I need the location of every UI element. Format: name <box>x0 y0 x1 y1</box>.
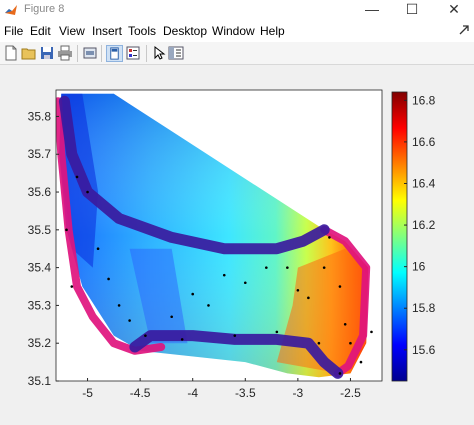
x-tick-label: -5 <box>82 386 93 400</box>
menu-edit[interactable]: Edit <box>30 24 51 38</box>
toolbar <box>0 42 474 65</box>
station-point <box>370 330 373 334</box>
station-point <box>75 175 79 179</box>
figure-canvas: -5 -4.5 -4 -3.5 -3 -2.5 35.1 35.2 35.3 35.4 35.5 35… <box>0 65 474 420</box>
station-point <box>117 304 121 307</box>
station-point <box>317 341 321 345</box>
station-point <box>191 292 195 296</box>
y-tick-label: 35.6 <box>28 185 52 199</box>
menu-help[interactable]: Help <box>260 24 285 38</box>
x-tick-label: -2.5 <box>340 386 361 400</box>
station-point <box>107 277 110 281</box>
y-tick-label: 35.7 <box>28 147 52 161</box>
menu-file[interactable]: File <box>4 24 24 38</box>
station-point <box>322 266 326 269</box>
dock-icon[interactable] <box>106 45 123 62</box>
maximize-button[interactable]: ☐ <box>405 1 419 17</box>
track-line <box>58 95 330 255</box>
station-point <box>307 296 310 300</box>
y-tick-label: 35.8 <box>28 109 52 123</box>
menu-bar: File Edit View Insert Tools Desktop Wind… <box>0 20 474 42</box>
station-point <box>338 372 342 375</box>
station-point <box>296 288 300 292</box>
colorbar-tick-label: 15.6 <box>412 343 436 357</box>
station-point <box>243 281 247 285</box>
station-point <box>275 330 279 334</box>
colorbar <box>391 91 408 382</box>
station-point <box>286 266 289 269</box>
menu-window[interactable]: Window <box>212 24 255 38</box>
menu-insert[interactable]: Insert <box>92 24 123 38</box>
station-point <box>207 304 210 307</box>
station-point <box>359 360 363 364</box>
x-tick-label: -4 <box>187 386 198 400</box>
link-icon[interactable] <box>82 45 98 61</box>
y-tick-label: 35.3 <box>28 298 52 312</box>
field-shading <box>59 93 369 378</box>
colorbar-tick-label: 16.4 <box>412 176 436 190</box>
station-point <box>233 334 237 337</box>
axes-frame <box>55 89 383 382</box>
track-line <box>320 225 371 378</box>
toolbar-separator <box>146 45 147 62</box>
colorbar-tick-label: 16 <box>412 260 426 274</box>
dock-arrow-icon[interactable] <box>458 24 470 36</box>
open-file-icon[interactable] <box>21 45 37 61</box>
property-editor-icon[interactable] <box>168 45 184 61</box>
station-point <box>338 285 342 288</box>
y-tick-label: 35.2 <box>28 336 52 350</box>
x-tick-label: -3.5 <box>235 386 256 400</box>
colorbar-icon[interactable] <box>125 45 141 61</box>
station-point <box>180 338 184 341</box>
menu-view[interactable]: View <box>59 24 85 38</box>
x-tick-label: -3 <box>293 386 304 400</box>
station-point <box>65 228 68 232</box>
survey-tracks <box>56 95 371 379</box>
y-tick-label: 35.5 <box>28 223 52 237</box>
pointer-icon[interactable] <box>151 45 167 61</box>
close-button[interactable]: ✕ <box>448 1 460 17</box>
print-icon[interactable] <box>57 45 73 61</box>
station-point <box>70 285 74 288</box>
station-point <box>144 334 147 337</box>
y-tick-label: 35.4 <box>28 261 52 275</box>
colorbar-tick-label: 15.8 <box>412 301 436 315</box>
figure-svg: -5 -4.5 -4 -3.5 -3 -2.5 35.1 35.2 35.3 35.4 35.5 35… <box>28 89 436 400</box>
save-icon[interactable] <box>39 45 55 61</box>
toolbar-separator <box>77 45 78 62</box>
title-bar: Figure 8 — ☐ ✕ <box>0 0 474 20</box>
station-point <box>86 190 89 194</box>
window-title: Figure 8 <box>24 3 65 15</box>
y-tick-label: 35.1 <box>28 374 52 388</box>
new-figure-icon[interactable] <box>3 45 19 61</box>
x-tick-label: -4.5 <box>130 386 151 400</box>
cold-patch <box>129 248 188 344</box>
station-points <box>65 175 373 375</box>
menu-tools[interactable]: Tools <box>128 24 157 38</box>
station-point <box>170 315 173 319</box>
station-point <box>96 247 100 251</box>
track-line <box>129 330 344 379</box>
matlab-app-icon <box>5 5 17 15</box>
station-point <box>349 341 352 345</box>
colorbar-tick-label: 16.6 <box>412 135 436 149</box>
menu-desktop[interactable]: Desktop <box>163 24 208 38</box>
toolbar-separator <box>101 45 102 62</box>
station-point <box>128 319 131 322</box>
colorbar-tick-label: 16.8 <box>412 93 436 107</box>
colorbar-tick-label: 16.2 <box>412 218 436 232</box>
station-point <box>328 236 331 239</box>
station-point <box>222 273 226 277</box>
station-point <box>265 266 268 269</box>
minimize-button[interactable]: — <box>365 1 379 17</box>
station-point <box>343 323 347 326</box>
